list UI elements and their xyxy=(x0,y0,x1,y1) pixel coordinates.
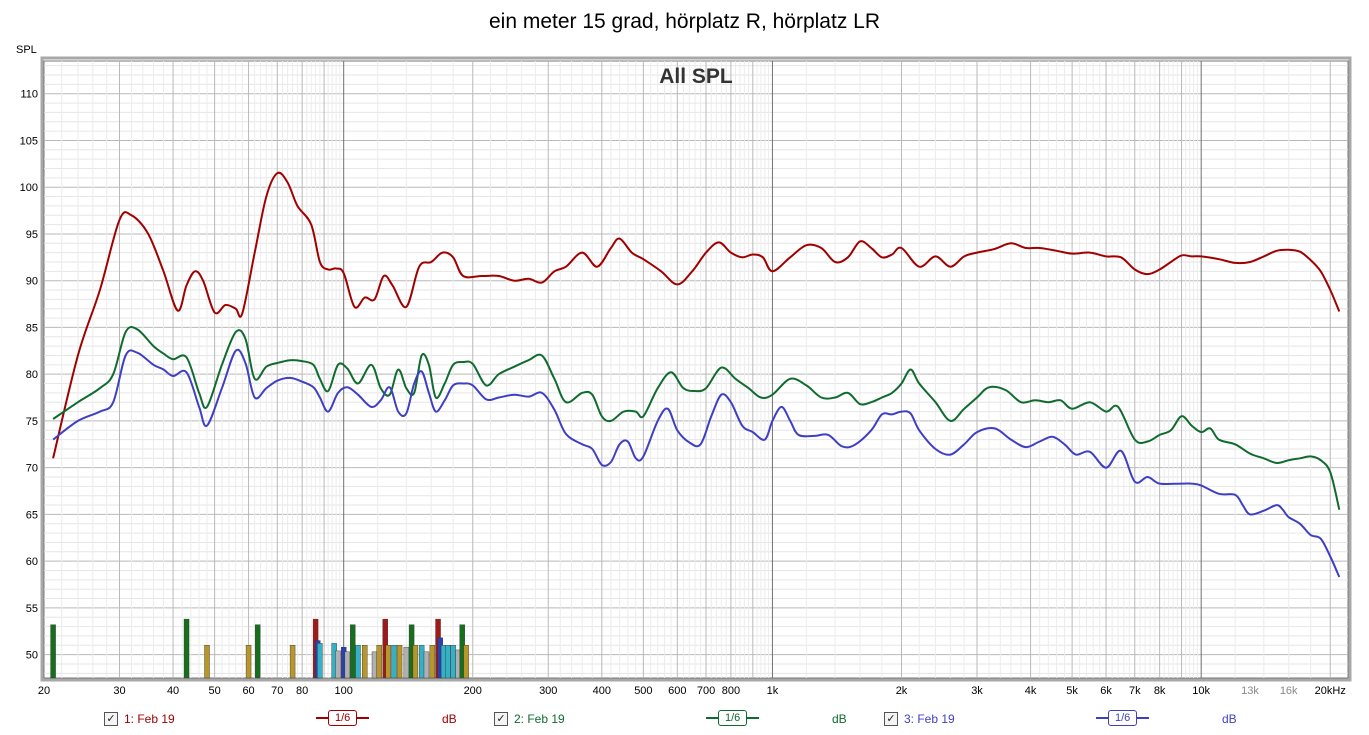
spl-chart: 50 55 60 65 70 75 80 85 90 95 100 105 110 20 30 40 50 60 7… xyxy=(16,44,1352,697)
y-tick-label: 90 xyxy=(26,276,38,288)
y-tick-label: 100 xyxy=(20,182,38,194)
marker-bar xyxy=(204,645,210,679)
y-tick-label: 55 xyxy=(26,603,38,615)
plot-frame xyxy=(40,56,1352,682)
legend-label-3: 3: Feb 19 xyxy=(904,712,955,726)
marker-bar xyxy=(412,645,419,679)
window-title: ein meter 15 grad, hörplatz R, hörplatz … xyxy=(488,10,881,33)
marker-bar xyxy=(396,645,403,679)
marker-bar xyxy=(418,645,425,679)
marker-bar xyxy=(50,624,56,679)
smoothing-value-1[interactable]: 1/6 xyxy=(328,710,358,726)
marker-bars xyxy=(50,618,469,679)
marker-bar xyxy=(335,650,341,679)
legend-unit-2: dB xyxy=(832,712,847,726)
marker-bar xyxy=(423,651,430,679)
marker-bar xyxy=(391,645,397,679)
legend-checkbox-1[interactable]: ✓ xyxy=(104,712,118,726)
x-tick-label: 700 xyxy=(697,685,715,697)
x-tick-label: 40 xyxy=(167,685,179,697)
smoothing-3[interactable]: 1/6 xyxy=(1096,710,1150,726)
legend-item-2[interactable]: ✓ 2: Feb 19 xyxy=(494,712,565,726)
x-tick-label: 16k xyxy=(1280,685,1298,697)
smoothing-2[interactable]: 1/6 xyxy=(706,710,760,726)
chart-grid xyxy=(40,56,1352,682)
legend-unit-1: dB xyxy=(442,712,457,726)
x-tick-label: 8k xyxy=(1154,685,1166,697)
x-tick-label: 300 xyxy=(539,685,557,697)
smoothing-1[interactable]: 1/6 xyxy=(316,710,370,726)
marker-bar xyxy=(429,645,436,679)
legend-checkbox-2[interactable]: ✓ xyxy=(494,712,508,726)
series-line-1 xyxy=(52,171,1341,459)
x-tick-label: 2k xyxy=(896,685,908,697)
x-tick-label: 50 xyxy=(208,685,220,697)
marker-bar xyxy=(317,643,323,679)
chart-title: All SPL xyxy=(659,65,733,88)
legend-checkbox-3[interactable]: ✓ xyxy=(884,712,898,726)
x-tick-label: 1k xyxy=(767,685,779,697)
y-tick-label: 50 xyxy=(26,650,38,662)
marker-bar xyxy=(183,618,190,679)
x-tick-label: 4k xyxy=(1025,685,1037,697)
series-line-2 xyxy=(52,326,1341,510)
marker-bar xyxy=(445,645,451,679)
legend-unit-3: dB xyxy=(1222,712,1237,726)
x-tick-label: 200 xyxy=(464,685,482,697)
y-axis-label: SPL xyxy=(16,44,37,56)
x-tick-label: 10k xyxy=(1192,685,1210,697)
y-tick-label: 110 xyxy=(20,89,38,101)
marker-bar xyxy=(344,651,351,679)
series-lines xyxy=(52,171,1341,578)
y-tick-label: 70 xyxy=(26,463,38,475)
smoothing-value-2[interactable]: 1/6 xyxy=(718,710,748,726)
legend-item-1[interactable]: ✓ 1: Feb 19 xyxy=(104,712,175,726)
chart-axes: 50 55 60 65 70 75 80 85 90 95 100 105 110 20 30 40 50 60 7… xyxy=(20,89,1346,697)
marker-bar xyxy=(385,645,391,679)
x-tick-label: 7k xyxy=(1129,685,1141,697)
x-tick-label: 70 xyxy=(271,685,283,697)
y-tick-label: 105 xyxy=(20,135,38,147)
x-tick-label: 400 xyxy=(593,685,611,697)
legend: ✓ 1: Feb 19 1/6 dB ✓ 2: Feb 19 1/6 dB ✓ … xyxy=(0,708,1369,732)
y-tick-label: 75 xyxy=(26,416,38,428)
x-tick-label: 100 xyxy=(335,685,353,697)
x-tick-label: 600 xyxy=(668,685,686,697)
x-tick-label: 80 xyxy=(296,685,308,697)
y-tick-label: 65 xyxy=(26,509,38,521)
legend-item-3[interactable]: ✓ 3: Feb 19 xyxy=(884,712,955,726)
x-tick-label: 20kHz xyxy=(1315,685,1346,697)
plot-area xyxy=(43,60,1349,679)
x-tick-label: 5k xyxy=(1066,685,1078,697)
marker-bar xyxy=(362,645,368,679)
y-tick-label: 85 xyxy=(26,322,38,334)
marker-bar xyxy=(355,645,361,679)
marker-bar xyxy=(350,624,356,679)
marker-bar xyxy=(376,645,382,679)
x-tick-label: 800 xyxy=(722,685,740,697)
marker-bar xyxy=(371,651,378,679)
x-tick-label: 500 xyxy=(634,685,652,697)
marker-bar xyxy=(245,645,252,679)
marker-bar xyxy=(289,645,296,679)
x-tick-label: 6k xyxy=(1100,685,1112,697)
y-tick-label: 60 xyxy=(26,556,38,568)
legend-label-2: 2: Feb 19 xyxy=(514,712,565,726)
marker-bar xyxy=(450,645,456,679)
series-line-3 xyxy=(52,348,1341,578)
marker-bar xyxy=(254,624,261,679)
x-tick-label: 30 xyxy=(113,685,125,697)
x-tick-label: 13k xyxy=(1241,685,1259,697)
x-tick-label: 20 xyxy=(38,685,50,697)
marker-bar xyxy=(403,646,410,679)
x-tick-label: 60 xyxy=(242,685,254,697)
smoothing-value-3[interactable]: 1/6 xyxy=(1108,710,1138,726)
y-tick-label: 80 xyxy=(26,369,38,381)
x-tick-label: 3k xyxy=(971,685,983,697)
legend-label-1: 1: Feb 19 xyxy=(124,712,175,726)
y-tick-label: 95 xyxy=(26,229,38,241)
marker-bar xyxy=(463,645,469,679)
